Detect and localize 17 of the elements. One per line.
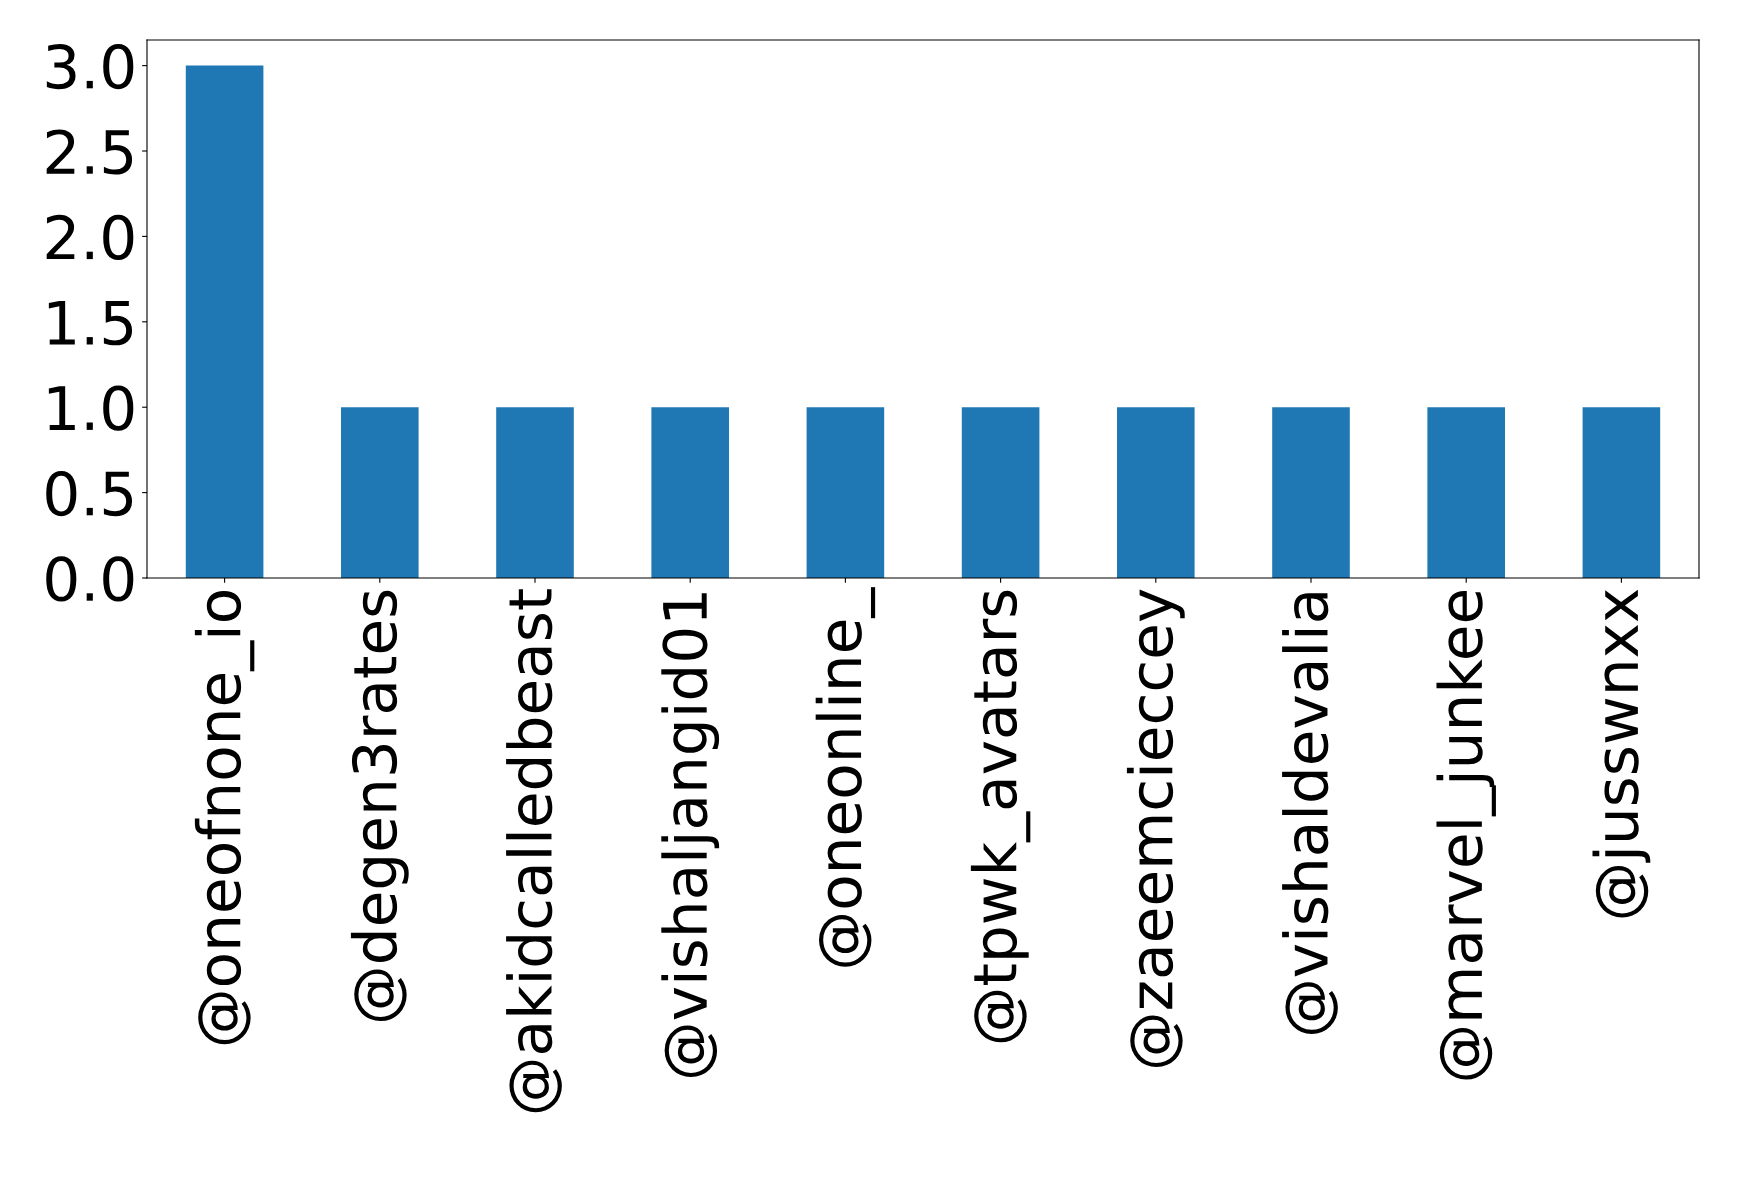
x-tick-label: @oneofnone_io — [194, 591, 255, 1045]
x-tick-label: @marvel_junkee — [1436, 590, 1496, 1080]
x-tick-label: @vishaljangid01 — [661, 593, 720, 1078]
y-tick-label: 0.0 — [46, 556, 134, 602]
y-tick-label: 1.0 — [48, 385, 134, 431]
x-tick-label: @jusswnxx — [1592, 589, 1651, 918]
x-tick-label: @degen3rates — [350, 590, 409, 1022]
x-tick-label: @tpwk_avatars — [970, 590, 1031, 1043]
x-tick-label: @vishaldevalia — [1282, 593, 1338, 1034]
x-tick-label: @oneonline_ — [815, 587, 876, 967]
x-tick-label: @zaeemcieccey — [1126, 589, 1185, 1068]
y-tick-label: 2.0 — [46, 214, 134, 260]
y-tick-label: 3.0 — [46, 43, 134, 90]
x-tick-label: @akidcalledbeast — [506, 589, 562, 1113]
y-tick-label: 2.5 — [46, 129, 133, 175]
y-tick-label: 0.5 — [46, 470, 133, 517]
y-tick-label: 1.5 — [48, 300, 133, 346]
